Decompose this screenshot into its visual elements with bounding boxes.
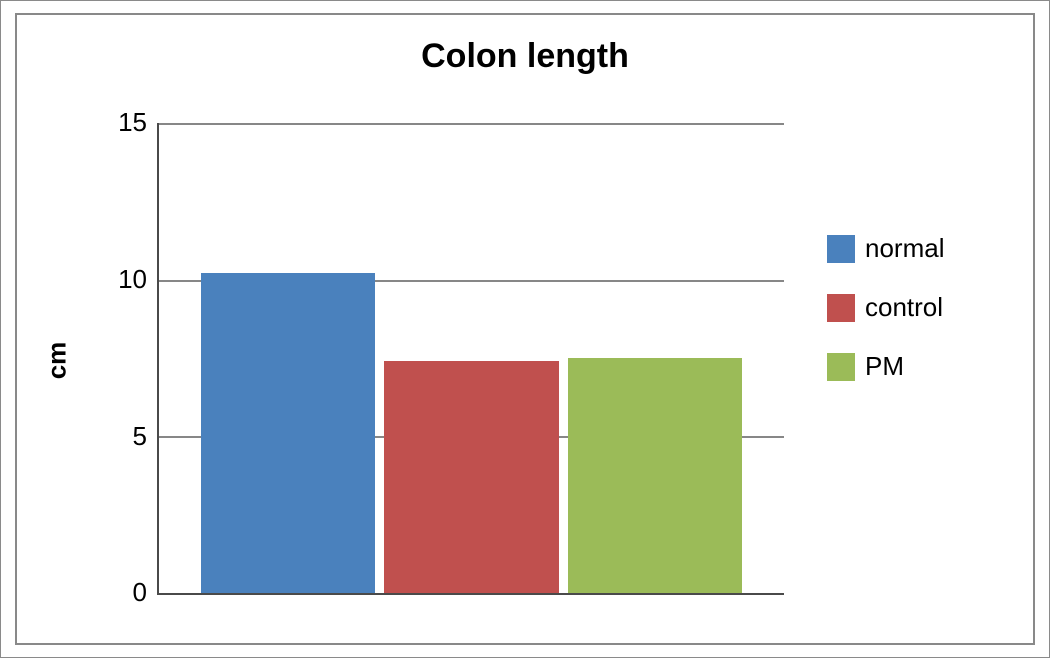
legend-item-control: control xyxy=(827,292,944,323)
plot-area xyxy=(157,123,784,595)
legend-label: control xyxy=(865,292,943,323)
legend: normal control PM xyxy=(827,233,944,410)
legend-swatch xyxy=(827,235,855,263)
gridline xyxy=(159,123,784,125)
ytick-label: 0 xyxy=(87,577,147,608)
legend-item-normal: normal xyxy=(827,233,944,264)
ytick-label: 15 xyxy=(87,107,147,138)
legend-item-pm: PM xyxy=(827,351,944,382)
ytick-label: 10 xyxy=(87,264,147,295)
y-axis-label: cm xyxy=(42,341,73,381)
chart-frame: Colon length cm normal control PM 0 5 10 15 xyxy=(15,13,1035,645)
bar-control xyxy=(384,361,558,593)
legend-swatch xyxy=(827,353,855,381)
chart-outer: Colon length cm normal control PM 0 5 10 15 xyxy=(0,0,1050,658)
legend-swatch xyxy=(827,294,855,322)
legend-label: normal xyxy=(865,233,944,264)
chart-title: Colon length xyxy=(17,37,1033,76)
bar-pm xyxy=(568,358,742,593)
ytick-label: 5 xyxy=(87,421,147,452)
bar-normal xyxy=(201,273,375,593)
legend-label: PM xyxy=(865,351,904,382)
